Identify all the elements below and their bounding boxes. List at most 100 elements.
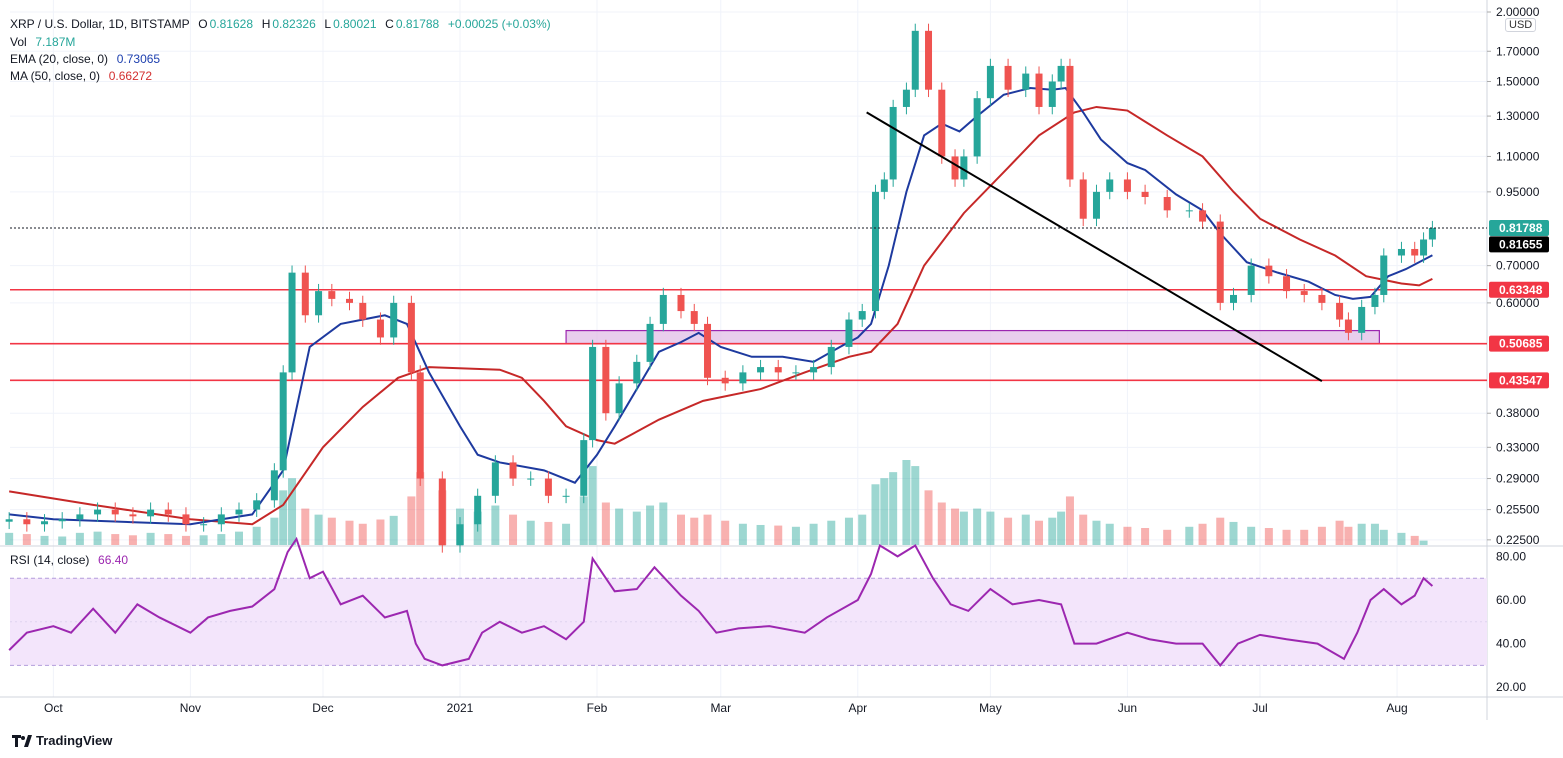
- time-tick-label: Oct: [44, 701, 63, 715]
- rsi-value: 66.40: [98, 553, 129, 567]
- volume-bar: [986, 511, 995, 545]
- ema-label: EMA (20, close, 0): [10, 52, 109, 66]
- rsi-line: [8, 536, 1434, 667]
- volume-bar: [199, 535, 208, 545]
- volume-bar: [659, 502, 668, 545]
- trendline[interactable]: [866, 111, 1323, 382]
- volume-bar: [5, 532, 14, 545]
- level-price-tag: [1489, 372, 1549, 389]
- ma-legend[interactable]: MA (50, close, 0) 0.66272: [10, 69, 154, 83]
- volume-bar: [924, 490, 933, 545]
- volume-bar: [1057, 511, 1066, 545]
- candle: [1283, 276, 1291, 292]
- volume-bar: [93, 531, 102, 545]
- level-price-tag: [1489, 335, 1549, 352]
- symbol-title[interactable]: XRP / U.S. Dollar, 1D, BITSTAMP: [10, 17, 190, 31]
- candle: [217, 514, 225, 525]
- rsi-label: RSI (14, close): [10, 553, 90, 567]
- open-label: O: [198, 17, 208, 31]
- candle: [416, 372, 424, 479]
- rsi-tick-label: 60.00: [1496, 593, 1526, 607]
- volume-bar: [951, 508, 960, 545]
- candle: [659, 294, 667, 324]
- volume-bar: [703, 514, 712, 545]
- candle: [1185, 210, 1193, 212]
- candle: [1004, 65, 1012, 90]
- candle: [1428, 228, 1436, 240]
- candle: [986, 65, 994, 99]
- candle: [704, 323, 712, 378]
- candle: [456, 524, 464, 546]
- volume-bar: [279, 490, 288, 545]
- volume-bar: [526, 520, 535, 545]
- level-price-tag-text: 0.43547: [1499, 373, 1543, 387]
- candle: [1344, 319, 1352, 333]
- secondary-price-tag: [1489, 236, 1549, 253]
- candle: [438, 478, 446, 546]
- time-tick-label: 2021: [447, 701, 474, 715]
- volume-bar: [1370, 523, 1379, 545]
- time-tick-label: Jul: [1252, 701, 1267, 715]
- volume-legend[interactable]: Vol 7.187M: [10, 35, 77, 49]
- volume-bar: [22, 534, 31, 545]
- ema-legend[interactable]: EMA (20, close, 0) 0.73065: [10, 52, 162, 66]
- candle: [1048, 81, 1056, 107]
- volume-bar: [1229, 521, 1238, 545]
- volume-bar: [491, 505, 500, 545]
- volume-bar: [1141, 528, 1150, 545]
- candle: [1300, 291, 1308, 295]
- candle: [633, 361, 641, 384]
- volume-bar: [562, 523, 571, 545]
- change-value: +0.00025 (+0.03%): [447, 17, 551, 31]
- volume-bar: [1379, 529, 1388, 545]
- candle: [739, 372, 747, 384]
- candle: [602, 346, 610, 414]
- candle: [58, 519, 66, 522]
- volume-bar: [1004, 517, 1013, 545]
- currency-badge[interactable]: USD: [1505, 18, 1537, 32]
- candle: [902, 89, 910, 107]
- price-tick-label: 0.29000: [1496, 472, 1540, 486]
- candle: [889, 106, 897, 180]
- price-tick-label: 1.10000: [1496, 149, 1540, 163]
- time-tick-label: Nov: [180, 701, 201, 715]
- price-tick-label: 1.50000: [1496, 75, 1540, 89]
- open-value: 0.81628: [209, 17, 254, 31]
- volume-bar: [809, 523, 818, 545]
- support-zone[interactable]: [565, 329, 1380, 345]
- candle: [279, 372, 287, 471]
- candle: [757, 367, 765, 373]
- volume-bar: [1397, 532, 1406, 545]
- candle: [544, 478, 552, 496]
- low-label: L: [324, 17, 332, 31]
- volume-bar: [288, 478, 297, 545]
- ema-value: 0.73065: [116, 52, 161, 66]
- time-tick-label: Feb: [587, 701, 608, 715]
- volume-bar: [880, 478, 889, 545]
- level-price-tag-text: 0.50685: [1499, 337, 1543, 351]
- rsi-legend[interactable]: RSI (14, close) 66.40: [10, 553, 130, 567]
- volume-bar: [721, 520, 730, 545]
- volume-bar: [1216, 517, 1225, 545]
- tradingview-logo[interactable]: TradingView: [12, 733, 112, 748]
- volume-bar: [1335, 520, 1344, 545]
- candle: [164, 509, 172, 515]
- volume-bar: [1105, 523, 1114, 545]
- volume-bar: [690, 517, 699, 545]
- candle: [390, 302, 398, 338]
- volume-bar: [252, 526, 261, 545]
- volume-label: Vol: [10, 35, 27, 49]
- volume-bar: [164, 534, 173, 545]
- rsi-tick-label: 80.00: [1496, 549, 1526, 563]
- volume-bar: [1419, 540, 1428, 545]
- candle: [41, 521, 49, 525]
- candle: [129, 514, 137, 517]
- candle: [1057, 65, 1065, 82]
- price-tick-label: 0.95000: [1496, 185, 1540, 199]
- price-tick-label: 1.30000: [1496, 109, 1540, 123]
- volume-bar: [959, 511, 968, 545]
- candle: [845, 319, 853, 347]
- candle: [1163, 196, 1171, 211]
- volume-bar: [858, 514, 867, 545]
